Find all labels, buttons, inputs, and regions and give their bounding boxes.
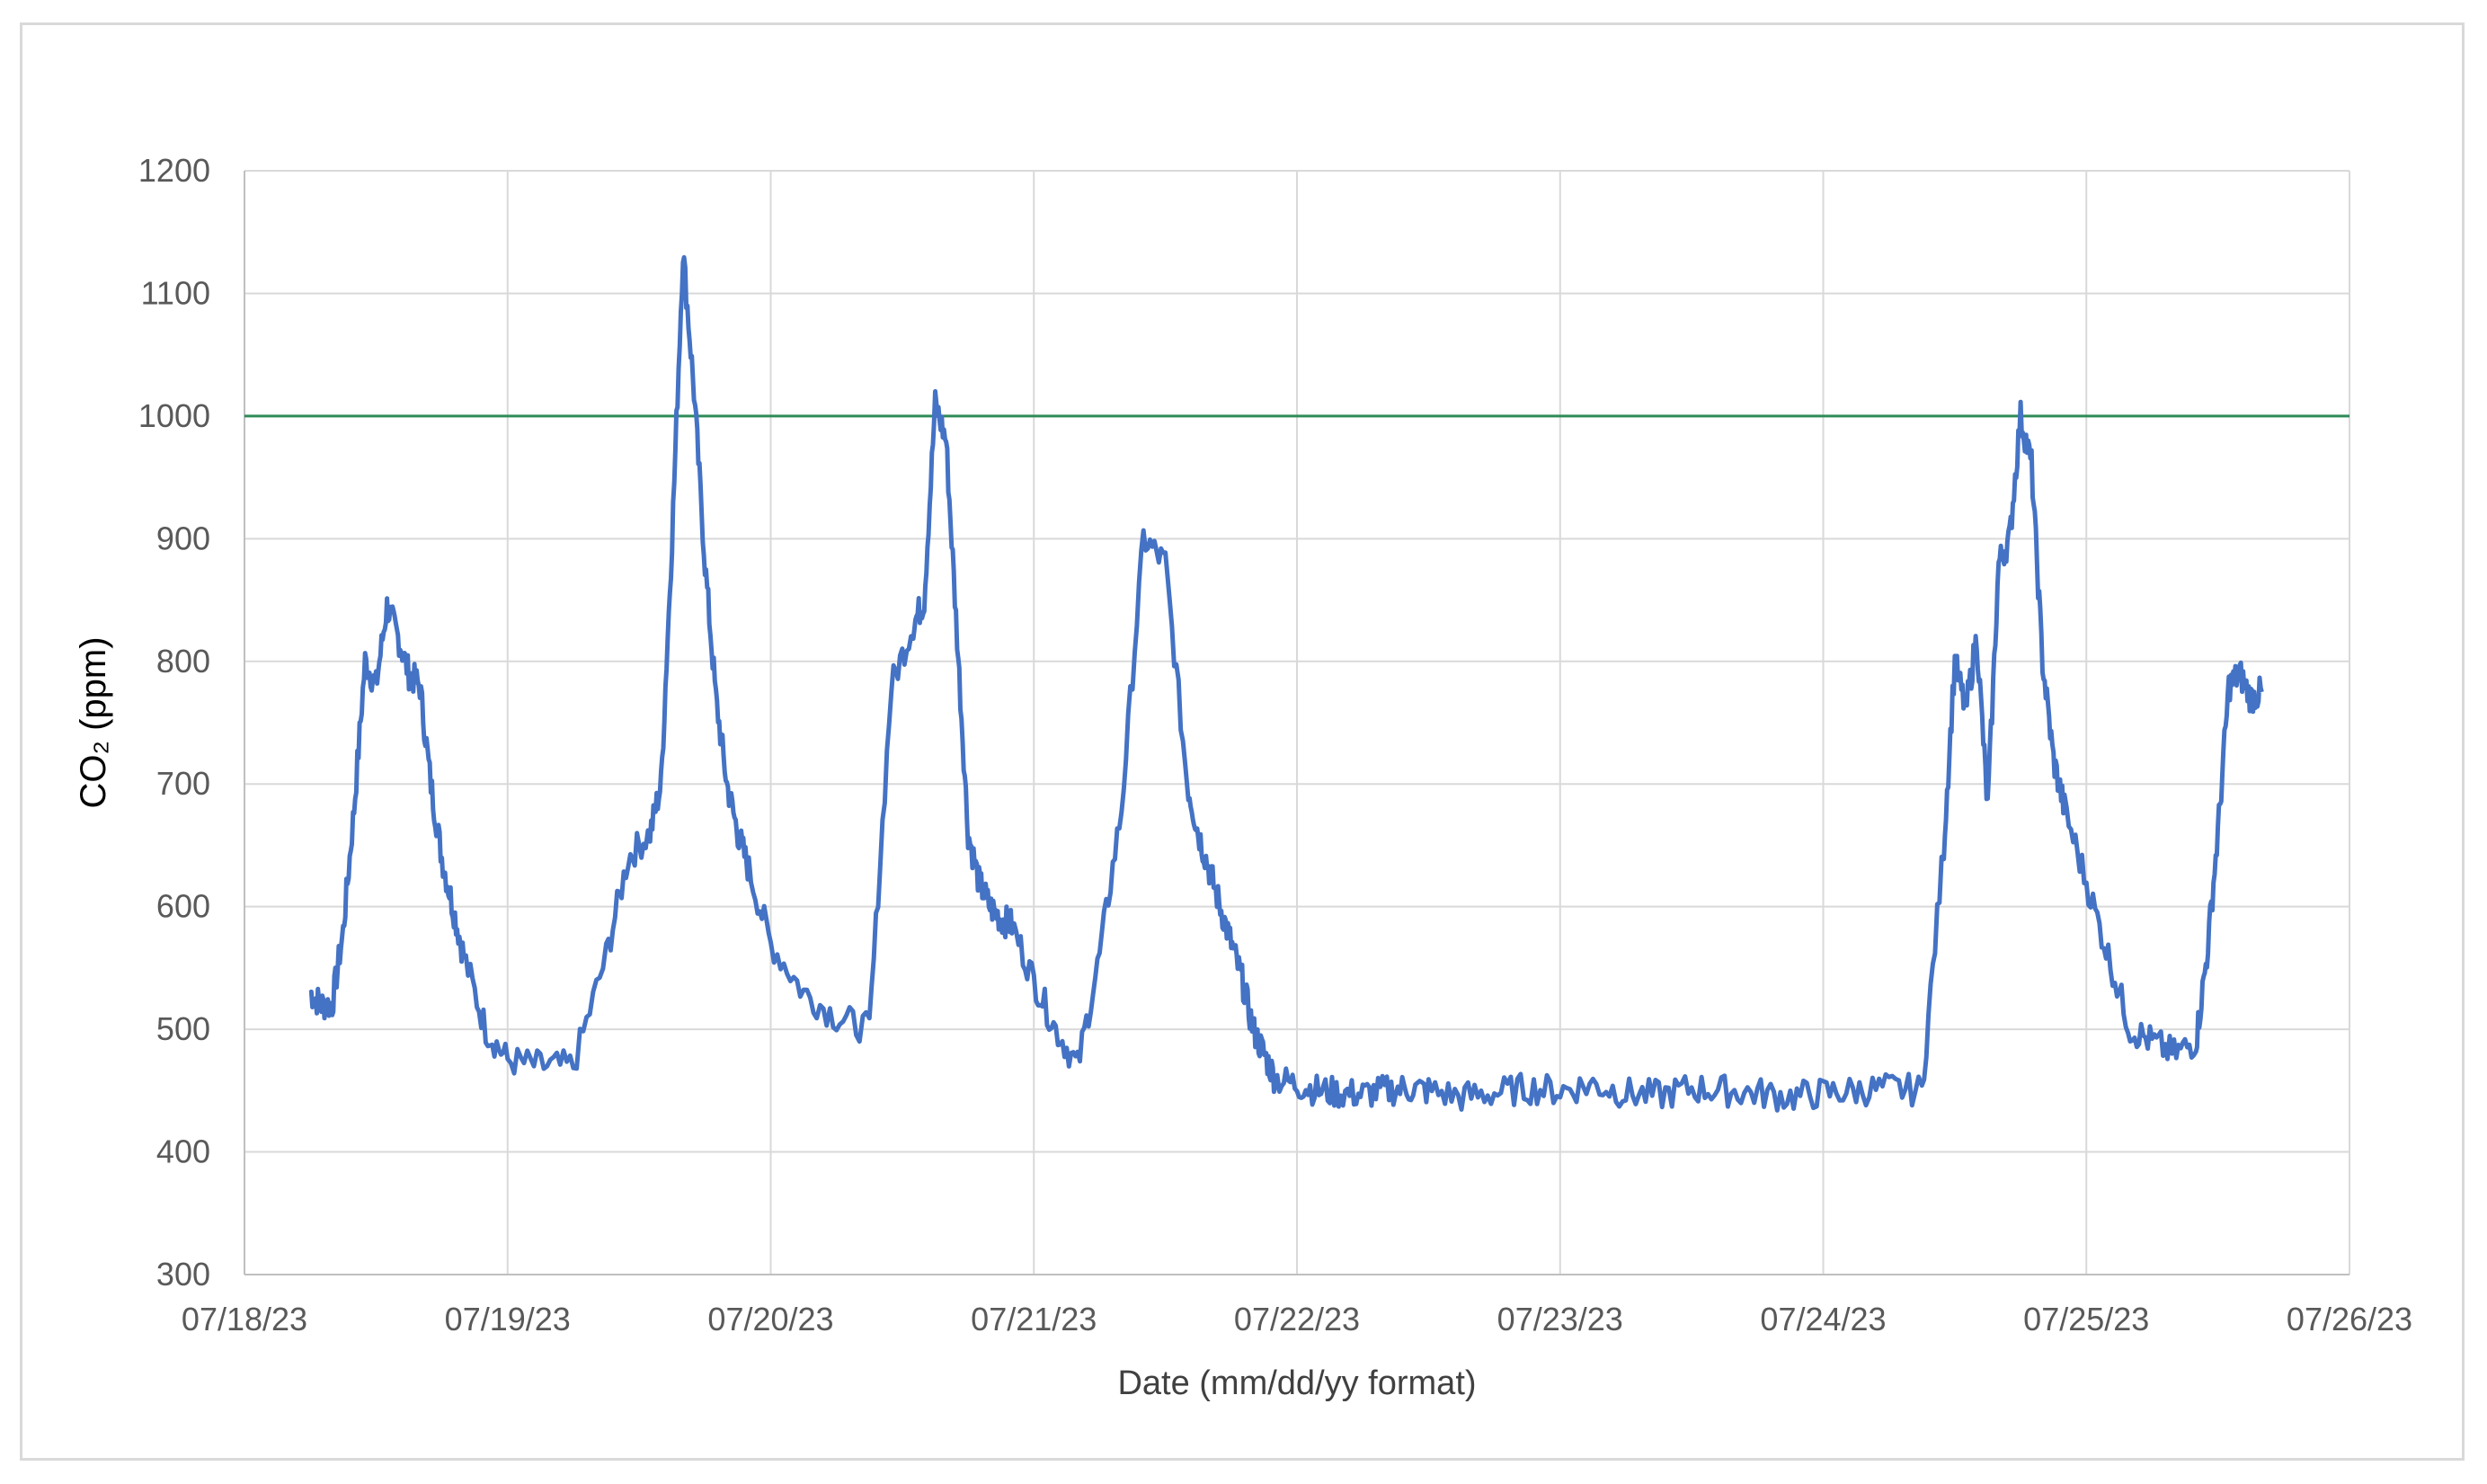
y-tick-label: 700: [156, 765, 210, 802]
x-tick-label: 07/26/23: [2287, 1301, 2412, 1337]
x-tick-label: 07/21/23: [971, 1301, 1097, 1337]
y-tick-label: 800: [156, 643, 210, 680]
y-tick-label: 900: [156, 520, 210, 556]
chart-frame: 300 400 500 600 700 800 900 1000 1100 1200 07/18/…: [20, 22, 2465, 1461]
y-tick-label: 400: [156, 1133, 210, 1170]
co2-line-chart: 300 400 500 600 700 800 900 1000 1100 1200 07/18/…: [74, 152, 2412, 1402]
y-tick-label: 1100: [141, 274, 210, 311]
x-tick-label: 07/20/23: [707, 1301, 833, 1337]
y-tick-label: 1000: [138, 397, 210, 434]
y-axis-title: CO₂ (ppm): [74, 636, 113, 808]
y-tick-labels: 300 400 500 600 700 800 900 1000 1100 1200: [138, 152, 210, 1293]
axes: [244, 171, 2349, 1275]
y-tick-label: 300: [156, 1256, 210, 1293]
x-tick-label: 07/18/23: [182, 1301, 307, 1337]
gridlines: [244, 170, 2350, 1275]
y-tick-label: 1200: [138, 152, 210, 189]
x-axis-title: Date (mm/dd/yy format): [1117, 1364, 1476, 1402]
x-tick-label: 07/23/23: [1497, 1301, 1623, 1337]
x-tick-labels: 07/18/23 07/19/23 07/20/23 07/21/23 07/22/23…: [182, 1301, 2412, 1337]
x-tick-label: 07/24/23: [1760, 1301, 1886, 1337]
x-tick-label: 07/22/23: [1234, 1301, 1360, 1337]
x-tick-label: 07/19/23: [445, 1301, 571, 1337]
y-tick-label: 500: [156, 1010, 210, 1047]
y-tick-label: 600: [156, 888, 210, 925]
series-line: [308, 254, 2264, 1113]
x-tick-label: 07/25/23: [2023, 1301, 2149, 1337]
